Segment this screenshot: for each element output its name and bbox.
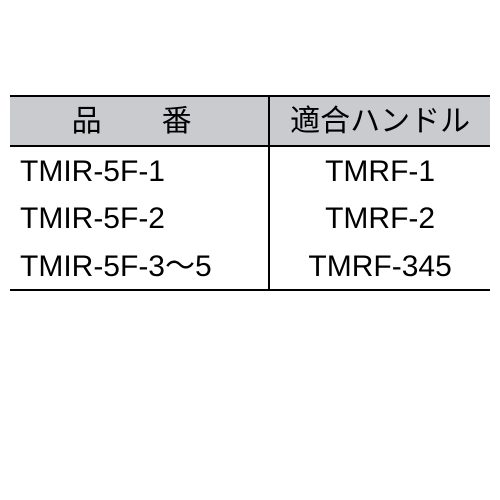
compat-table-container: 品 番 適合ハンドル TMIR-5F-1 TMRF-1 TMIR-5F-2 TM… [10, 95, 490, 291]
col-header-part-number: 品 番 [10, 96, 269, 146]
cell-compatible-handle: TMRF-1 [269, 146, 490, 195]
cell-part-number: TMIR-5F-3～5 [10, 242, 269, 291]
table-row: TMIR-5F-2 TMRF-2 [10, 194, 490, 242]
cell-part-number: TMIR-5F-1 [10, 146, 269, 195]
compat-table: 品 番 適合ハンドル TMIR-5F-1 TMRF-1 TMIR-5F-2 TM… [10, 95, 490, 291]
table-row: TMIR-5F-1 TMRF-1 [10, 146, 490, 195]
cell-compatible-handle: TMRF-2 [269, 194, 490, 242]
cell-compatible-handle: TMRF-345 [269, 242, 490, 291]
table-header-row: 品 番 適合ハンドル [10, 96, 490, 146]
col-header-compatible-handle: 適合ハンドル [269, 96, 490, 146]
page: 品 番 適合ハンドル TMIR-5F-1 TMRF-1 TMIR-5F-2 TM… [0, 0, 500, 500]
cell-part-number: TMIR-5F-2 [10, 194, 269, 242]
table-row: TMIR-5F-3～5 TMRF-345 [10, 242, 490, 291]
